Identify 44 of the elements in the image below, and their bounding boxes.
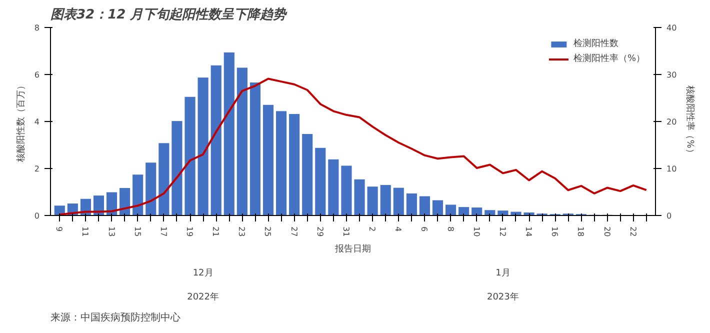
x-tick-label: 16: [550, 226, 560, 237]
x-tick-label: 27: [289, 226, 298, 237]
x-tick-label: 19: [185, 226, 194, 237]
x-axis-title: 报告日期: [334, 244, 371, 255]
x-tick-label: 18: [576, 226, 586, 237]
y-tick-label: 6: [34, 70, 40, 80]
y2-tick-label: 10: [666, 164, 677, 174]
text: 2022年: [187, 292, 220, 302]
y-tick-label: 8: [34, 24, 40, 32]
x-tick-label: 25: [263, 226, 272, 237]
x-tick-label: 4: [394, 226, 403, 232]
x-tick-label: 29: [315, 226, 324, 237]
x-tick-label: 9: [54, 226, 64, 232]
y-tick-label: 0: [34, 212, 40, 220]
x-tick-label: 31: [341, 226, 350, 237]
y-axis-title: 核酸阳性数（百万）: [15, 81, 26, 163]
source-note: 来源：中国疾病预防控制中心: [50, 312, 180, 324]
x-tick-label: 21: [211, 226, 220, 237]
text: 1月: [496, 268, 510, 278]
legend-label: 检测阳性率（%）: [573, 52, 645, 65]
x-tick-label: 6: [420, 226, 429, 232]
x-tick-label: 20: [602, 226, 612, 237]
x-tick-label: 13: [106, 226, 116, 237]
y-tick-label: 4: [34, 118, 40, 126]
y2-tick-label: 0: [666, 212, 672, 220]
y2-tick-label: 20: [666, 118, 677, 126]
x-tick-label: 17: [158, 226, 168, 237]
y2-tick-label: 40: [666, 24, 677, 32]
text: 2023年: [486, 292, 519, 302]
chart-title: 图表32：12 月下旬起阳性数呈下降趋势: [50, 6, 288, 22]
x-tick-label: 23: [237, 226, 246, 237]
x-tick-label: 15: [132, 226, 142, 237]
x-tick-label: 12: [498, 226, 507, 237]
x-tick-label: 14: [524, 226, 534, 237]
y2-axis-title: 核酸阳性率（%）: [684, 84, 696, 158]
x-tick-label: 8: [446, 226, 455, 232]
x-tick-label: 11: [80, 226, 90, 237]
y-tick-label: 2: [34, 164, 40, 174]
legend-label: 检测阳性数: [573, 38, 618, 50]
x-tick-label: 10: [472, 226, 481, 237]
y2-tick-label: 30: [666, 70, 677, 80]
x-tick-label: 2: [368, 226, 377, 232]
x-tick-label: 22: [628, 226, 638, 237]
text: 12月: [192, 268, 214, 278]
